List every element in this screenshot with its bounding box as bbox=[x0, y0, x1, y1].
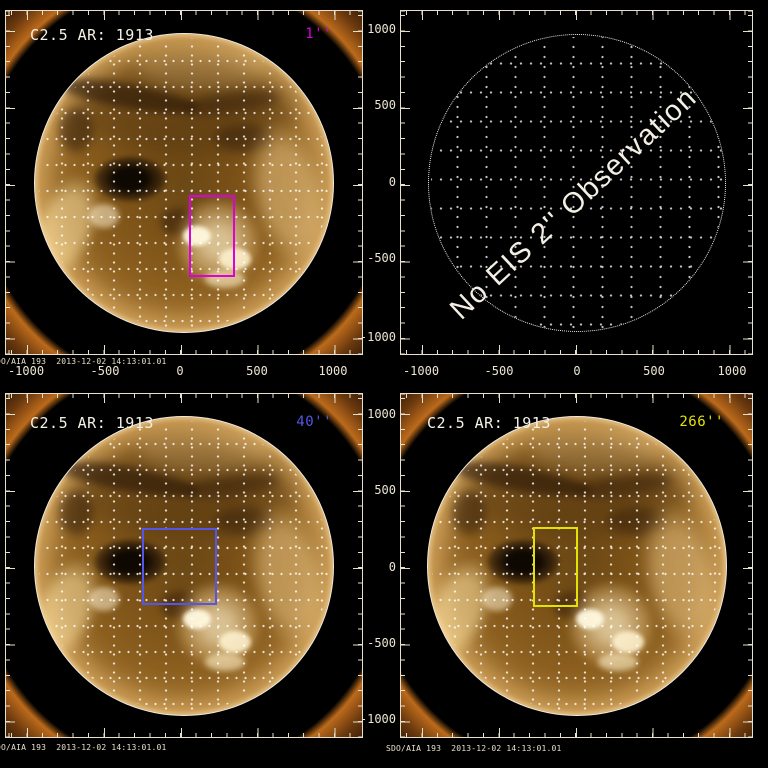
panel-bottom-right: C2.5 AR: 1913 266'' SDO/AIA 193 2013-12-… bbox=[360, 384, 768, 768]
y-tick-label: 0 bbox=[388, 560, 396, 574]
panel-top-left: C2.5 AR: 1913 1'' SDO/AIA 193 2013-12-02… bbox=[0, 0, 384, 384]
empty-solar-globe bbox=[427, 33, 726, 332]
x-tick-label: -500 bbox=[484, 364, 514, 378]
eis-fov-box bbox=[533, 527, 578, 607]
x-tick-label: 500 bbox=[246, 364, 268, 378]
axis-ticks-top-minor bbox=[401, 11, 752, 15]
sun-disk bbox=[34, 32, 334, 333]
heliographic-grid bbox=[430, 36, 723, 329]
image-timestamp: SDO/AIA 193 2013-12-02 14:13:01.01 bbox=[386, 744, 562, 753]
plot-box bbox=[5, 10, 363, 355]
heliographic-grid bbox=[39, 420, 329, 711]
x-tick-label: -1000 bbox=[402, 364, 440, 378]
x-tick-label: 1000 bbox=[717, 364, 747, 378]
axis-ticks-bottom-major bbox=[401, 345, 752, 354]
y-tick-label: 1000 bbox=[367, 22, 396, 36]
heliographic-grid bbox=[39, 37, 329, 328]
x-tick-label: 0 bbox=[176, 364, 184, 378]
x-tick-label: -500 bbox=[90, 364, 120, 378]
axis-ticks-bottom-minor bbox=[401, 350, 752, 354]
x-tick-label: 0 bbox=[573, 364, 581, 378]
panel-top-right: No EIS 2'' Observation -1000 -500 0 500 … bbox=[360, 0, 768, 384]
panel-title: C2.5 AR: 1913 bbox=[427, 414, 551, 432]
y-tick-label: 500 bbox=[374, 98, 396, 112]
panel-bottom-left: C2.5 AR: 1913 40'' SDO/AIA 193 2013-12-0… bbox=[0, 384, 384, 768]
sun-image bbox=[6, 11, 362, 354]
axis-ticks-top-major bbox=[401, 11, 752, 20]
axis-ticks-left-major bbox=[401, 11, 410, 354]
x-tick-label: 500 bbox=[643, 364, 665, 378]
panel-title: C2.5 AR: 1913 bbox=[30, 414, 154, 432]
image-timestamp: SDO/AIA 193 2013-12-02 14:13:01.01 bbox=[0, 743, 167, 752]
plot-box bbox=[5, 393, 363, 738]
panel-title: C2.5 AR: 1913 bbox=[30, 26, 154, 44]
axis-ticks-right-minor bbox=[748, 11, 752, 354]
y-tick-label: 500 bbox=[374, 483, 396, 497]
y-tick-label: 0 bbox=[388, 175, 396, 189]
y-tick-label: 1000 bbox=[367, 407, 396, 421]
slit-width-label: 266'' bbox=[679, 414, 724, 430]
y-tick-label: -1000 bbox=[359, 330, 396, 344]
y-tick-label: -500 bbox=[367, 251, 396, 265]
eis-fov-box bbox=[142, 528, 217, 605]
sun-image bbox=[6, 394, 362, 737]
eis-fov-box bbox=[189, 195, 235, 277]
image-timestamp: SDO/AIA 193 2013-12-02 14:13:01.01 bbox=[0, 357, 167, 366]
sun-disk bbox=[34, 415, 334, 716]
slit-width-label: 40'' bbox=[296, 414, 332, 430]
plot-box: No EIS 2'' Observation bbox=[400, 10, 753, 355]
y-tick-label: -500 bbox=[367, 636, 396, 650]
y-tick-label: -1000 bbox=[359, 712, 396, 726]
axis-ticks-left-minor bbox=[401, 11, 405, 354]
x-tick-label: -1000 bbox=[7, 364, 45, 378]
axis-ticks-right-major bbox=[743, 11, 752, 354]
x-tick-label: 1000 bbox=[318, 364, 348, 378]
slit-width-label: 1'' bbox=[305, 26, 332, 42]
